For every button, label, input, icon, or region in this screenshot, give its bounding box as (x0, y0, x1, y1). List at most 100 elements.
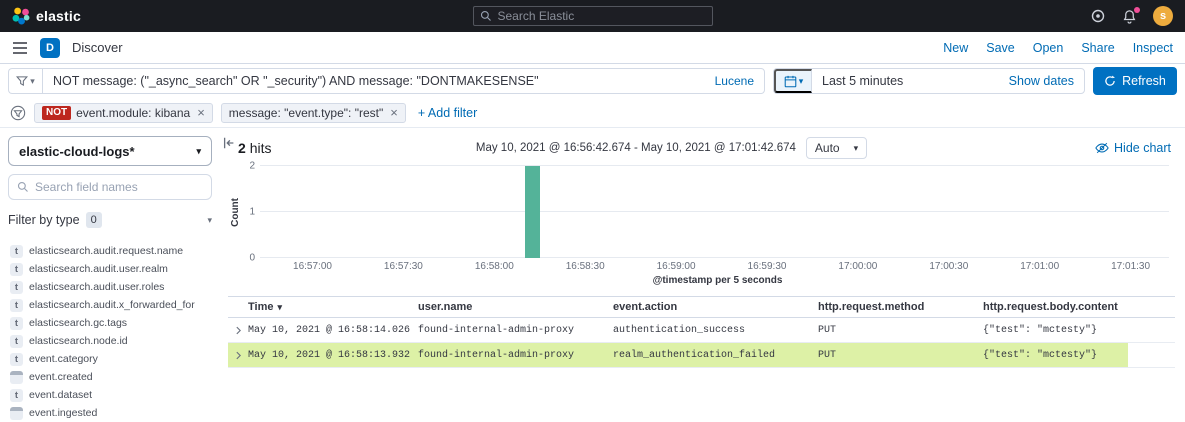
remove-filter-icon[interactable]: × (197, 105, 205, 120)
share-button[interactable]: Share (1081, 40, 1115, 55)
field-item[interactable]: t event.category (8, 350, 212, 368)
table-cell: authentication_success (613, 324, 746, 336)
histogram-bar[interactable] (524, 166, 540, 258)
string-field-icon: t (10, 280, 23, 294)
filter-funnel-icon (16, 76, 29, 87)
x-tick-label: 16:59:00 (656, 261, 696, 272)
filter-by-type-label: Filter by type (8, 213, 80, 227)
hits-count: 2 hits (238, 140, 272, 156)
time-range-value[interactable]: Last 5 minutes (822, 74, 904, 88)
field-search[interactable] (8, 174, 212, 200)
refresh-icon (1105, 75, 1116, 86)
collapse-sidebar-icon[interactable] (222, 136, 236, 150)
inspect-button[interactable]: Inspect (1132, 40, 1173, 55)
query-input[interactable]: NOT message: ("_async_search" OR "_secur… (42, 68, 765, 94)
field-item[interactable]: t elasticsearch.audit.user.realm (8, 260, 212, 278)
index-pattern-name: elastic-cloud-logs* (19, 143, 135, 159)
cloud-icon[interactable] (1090, 8, 1106, 24)
column-header[interactable]: event.action (613, 297, 818, 317)
open-button[interactable]: Open (1032, 40, 1064, 55)
interval-select[interactable]: Auto ▾ (805, 137, 868, 159)
documents-table: Time ▾ user.name event.action http.request.m… (228, 296, 1175, 368)
field-search-input[interactable] (35, 180, 203, 194)
breadcrumb[interactable]: Discover (72, 40, 123, 55)
hide-chart-button[interactable]: Hide chart (1095, 141, 1171, 155)
filter-type-count-badge: 0 (85, 212, 102, 228)
filter-options-icon[interactable] (10, 105, 26, 121)
time-range-title: May 10, 2021 @ 16:56:42.674 - May 10, 20… (475, 142, 796, 154)
quick-select-time-button[interactable]: ▾ (774, 69, 812, 93)
column-header[interactable]: user.name (418, 297, 613, 317)
chevron-down-icon: ▾ (30, 75, 35, 86)
remove-filter-icon[interactable]: × (390, 105, 398, 120)
field-name: elasticsearch.audit.user.realm (29, 263, 168, 275)
gridline (260, 165, 1169, 166)
chart-header: 2 hits May 10, 2021 @ 16:56:42.674 - May… (228, 134, 1175, 162)
global-search-input[interactable] (497, 9, 706, 23)
column-header[interactable]: Time ▾ (248, 297, 418, 317)
expand-row-button[interactable] (228, 318, 248, 342)
field-name: elasticsearch.gc.tags (29, 317, 128, 329)
global-search[interactable] (472, 6, 713, 26)
calendar-icon (784, 75, 797, 87)
field-item[interactable]: t elasticsearch.gc.tags (8, 314, 212, 332)
header-filler (1128, 297, 1175, 317)
filter-pill[interactable]: message: "event.type": "rest" × (220, 102, 406, 123)
y-tick-label: 2 (249, 160, 255, 172)
string-field-icon: t (10, 244, 23, 258)
main-content: 2 hits May 10, 2021 @ 16:56:42.674 - May… (220, 128, 1185, 410)
histogram-chart: Count 0 1 2 16:57:00 16:57:30 16:58:00 16:58:… (228, 161, 1175, 288)
top-nav-actions: New Save Open Share Inspect (943, 41, 1173, 55)
elastic-logo[interactable]: elastic (12, 7, 81, 25)
table-cell: May 10, 2021 @ 16:58:14.026 (248, 324, 411, 336)
add-filter-button[interactable]: + Add filter (417, 105, 478, 120)
row-filler (1128, 343, 1175, 367)
gridline (260, 257, 1169, 258)
field-name: elasticsearch.audit.request.name (29, 245, 184, 257)
y-axis-ticks: 0 1 2 (242, 161, 260, 264)
x-axis-label: @timestamp per 5 seconds (652, 275, 783, 286)
save-button[interactable]: Save (986, 40, 1015, 55)
field-item[interactable]: t elasticsearch.audit.request.name (8, 242, 212, 260)
filter-pill-negated[interactable]: NOT event.module: kibana × (34, 102, 213, 123)
string-field-icon: t (10, 262, 23, 276)
field-item[interactable]: t elasticsearch.node.id (8, 332, 212, 350)
column-header[interactable]: http.request.method (818, 297, 983, 317)
string-field-icon: t (10, 298, 23, 312)
refresh-button[interactable]: Refresh (1093, 67, 1177, 95)
date-picker: ▾ Last 5 minutes Show dates (773, 68, 1085, 94)
index-pattern-selector[interactable]: elastic-cloud-logs* ▾ (8, 136, 212, 166)
field-item[interactable]: t event.dataset (8, 386, 212, 404)
histogram-plot (260, 165, 1169, 258)
query-language-button[interactable]: Lucene (714, 74, 754, 88)
elastic-logo-icon (12, 7, 30, 25)
field-item[interactable]: event.created (8, 368, 212, 386)
saved-query-menu-button[interactable]: ▾ (8, 68, 42, 94)
field-name: elasticsearch.node.id (29, 335, 128, 347)
show-dates-button[interactable]: Show dates (1008, 74, 1074, 88)
chevron-down-icon: ▾ (196, 145, 201, 156)
table-cell: found-internal-admin-proxy (418, 343, 613, 367)
string-field-icon: t (10, 388, 23, 402)
column-header[interactable]: http.request.body.content (983, 297, 1128, 317)
discover-workspace: elastic-cloud-logs* ▾ Filter by type 0 ▾… (0, 128, 1185, 420)
x-tick-label: 16:59:30 (747, 261, 787, 272)
column-header-label: http.request.method (818, 301, 925, 313)
hamburger-menu-icon[interactable] (12, 41, 28, 55)
deployment-badge[interactable]: D (40, 37, 60, 58)
field-item[interactable]: t elasticsearch.audit.x_forwarded_for (8, 296, 212, 314)
new-button[interactable]: New (943, 40, 969, 55)
eye-slash-icon (1095, 142, 1109, 154)
column-header-label: Time (248, 301, 274, 313)
search-icon (17, 181, 28, 192)
field-item[interactable]: t elasticsearch.audit.user.roles (8, 278, 212, 296)
filter-by-type-button[interactable]: Filter by type 0 ▾ (8, 208, 212, 232)
expand-row-button[interactable] (228, 343, 248, 367)
notifications-bell-icon[interactable] (1122, 6, 1140, 24)
chevron-down-icon: ▾ (853, 142, 859, 153)
table-row: May 10, 2021 @ 16:58:13.932 found-interna… (228, 343, 1175, 368)
global-header: elastic s (0, 0, 1185, 32)
field-item[interactable]: event.ingested (8, 404, 212, 422)
y-tick-label: 0 (249, 252, 255, 264)
avatar[interactable]: s (1153, 6, 1173, 26)
